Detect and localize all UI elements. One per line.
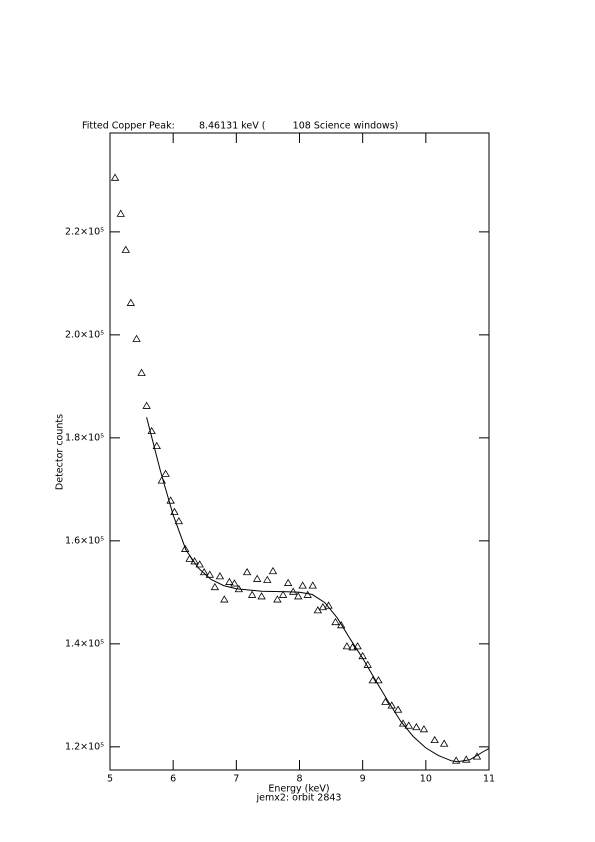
data-point	[116, 209, 125, 217]
data-point	[220, 595, 229, 603]
data-point	[381, 697, 390, 705]
data-point	[430, 735, 439, 744]
data-point	[462, 755, 471, 763]
data-point	[451, 756, 461, 764]
data-point	[368, 676, 377, 684]
data-point	[161, 469, 170, 477]
x-tick-label: 7	[233, 774, 239, 785]
data-point	[205, 570, 214, 578]
fit-line	[146, 417, 490, 763]
data-point	[331, 617, 340, 626]
data-point	[273, 595, 282, 603]
x-tick-label: 11	[483, 774, 495, 785]
data-point	[210, 582, 220, 591]
data-point	[126, 298, 136, 306]
x-tick-label: 8	[296, 774, 302, 785]
data-point	[174, 516, 184, 525]
data-point	[288, 587, 298, 595]
data-point	[132, 334, 141, 342]
data-point	[398, 719, 408, 727]
x-axis-label: Energy (keV)	[268, 784, 329, 795]
data-point	[157, 476, 166, 484]
x-tick-label: 9	[360, 774, 366, 785]
data-point	[215, 572, 225, 580]
subtitle: jemx2: orbit 2843	[256, 793, 342, 804]
data-point	[230, 579, 239, 587]
chart-title: Fitted Copper Peak: 8.46131 keV ( 108 Sc…	[82, 121, 398, 132]
data-point	[308, 581, 317, 589]
data-point	[110, 173, 120, 181]
data-point	[353, 642, 362, 650]
data-point	[152, 441, 161, 449]
data-point	[318, 602, 328, 611]
y-tick-label: 1.8×10⁵	[65, 432, 104, 443]
data-point	[268, 566, 278, 575]
data-point	[252, 574, 262, 582]
data-point	[412, 722, 421, 731]
y-tick-label: 1.4×10⁵	[65, 638, 104, 649]
data-point	[439, 739, 449, 747]
data-point	[257, 592, 266, 600]
data-point	[190, 557, 199, 565]
data-point	[374, 676, 383, 684]
y-tick-label: 1.2×10⁵	[65, 741, 104, 752]
data-point	[419, 725, 429, 733]
x-tick-label: 10	[420, 774, 432, 785]
x-tick-label: 5	[107, 774, 113, 785]
data-point	[247, 590, 257, 598]
data-point	[137, 368, 146, 376]
data-point	[336, 621, 346, 629]
data-point	[180, 544, 190, 552]
y-tick-label: 2.0×10⁵	[65, 329, 104, 340]
data-point	[170, 507, 179, 515]
data-point	[195, 560, 204, 568]
data-point	[342, 642, 352, 650]
x-tick-label: 6	[170, 774, 176, 785]
data-point	[242, 567, 252, 576]
data-point	[348, 643, 357, 651]
y-axis-label: Detector counts	[55, 414, 66, 490]
data-point	[142, 401, 151, 409]
data-point	[121, 245, 130, 253]
data-point	[278, 590, 288, 598]
plot-frame	[109, 132, 490, 771]
data-point	[283, 578, 293, 586]
data-point	[225, 577, 234, 585]
y-tick-label: 1.6×10⁵	[65, 535, 104, 546]
data-point	[404, 721, 413, 729]
y-tick-label: 2.2×10⁵	[65, 226, 104, 237]
data-point	[263, 575, 272, 583]
data-point	[298, 581, 307, 589]
data-point	[294, 592, 303, 600]
data-point	[393, 705, 403, 713]
